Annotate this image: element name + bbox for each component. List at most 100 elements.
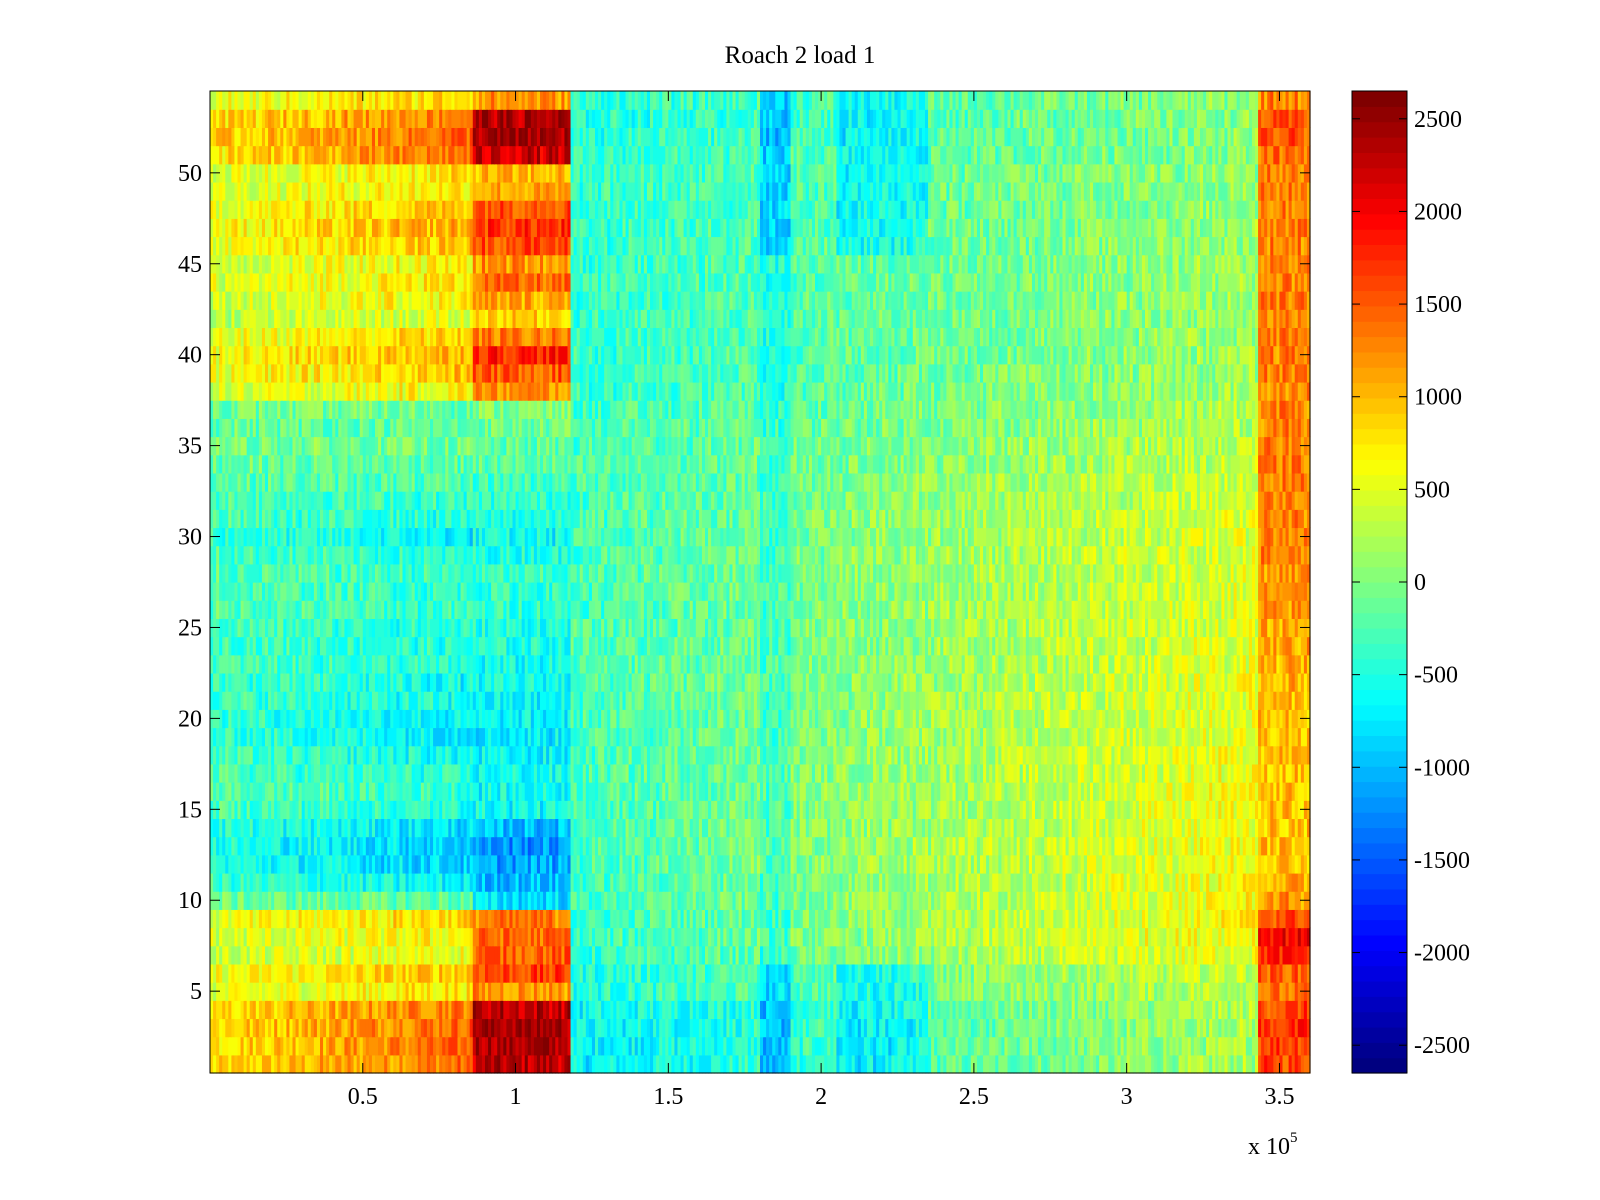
heatmap-cell: [1209, 854, 1213, 874]
heatmap-cell: [558, 1054, 562, 1074]
heatmap-cell: [411, 854, 416, 874]
heatmap-cell: [332, 872, 336, 892]
heatmap-cell: [1264, 854, 1268, 874]
heatmap-cell: [1093, 1000, 1097, 1020]
heatmap-cell: [234, 982, 239, 1001]
heatmap-cell: [695, 891, 700, 910]
heatmap-cell: [1172, 891, 1177, 910]
heatmap-cell: [558, 909, 562, 929]
heatmap-cell: [1221, 945, 1226, 965]
heatmap-cell: [805, 854, 810, 874]
heatmap-cell: [763, 982, 767, 1001]
heatmap-cell: [714, 909, 718, 929]
heatmap-cell: [555, 1036, 559, 1056]
heatmap-cell: [518, 963, 523, 983]
heatmap-cell: [830, 909, 834, 929]
heatmap-cell: [726, 909, 731, 929]
heatmap-cell: [787, 1036, 792, 1056]
heatmap-cell: [491, 872, 495, 892]
heatmap-cell: [906, 891, 911, 910]
heatmap-cell: [610, 945, 614, 965]
heatmap-cell: [1261, 982, 1265, 1001]
heatmap-cell: [219, 927, 223, 947]
heatmap-cell: [772, 945, 776, 965]
heatmap-cell: [448, 927, 452, 947]
heatmap-cell: [1117, 854, 1122, 874]
heatmap-cell: [799, 982, 804, 1001]
heatmap-cell: [1071, 1000, 1076, 1020]
heatmap-cell: [1068, 945, 1073, 965]
heatmap-cell: [359, 836, 364, 856]
heatmap-cell: [234, 1054, 239, 1074]
heatmap-cell: [1123, 1054, 1128, 1074]
heatmap-cell: [995, 891, 999, 910]
heatmap-cell: [411, 963, 416, 983]
heatmap-cell: [622, 836, 627, 856]
heatmap-cell: [821, 945, 825, 965]
heatmap-cell: [255, 1054, 260, 1074]
heatmap-cell: [1093, 1036, 1097, 1056]
heatmap-cell: [1141, 854, 1146, 874]
heatmap-cell: [353, 1054, 358, 1074]
heatmap-cell: [292, 945, 297, 965]
heatmap-cell: [271, 891, 275, 910]
heatmap-cell: [405, 1018, 410, 1038]
heatmap-cell: [277, 927, 281, 947]
heatmap-cell: [329, 982, 333, 1001]
heatmap-cell: [689, 836, 694, 856]
heatmap-cell: [1206, 891, 1210, 910]
heatmap-cell: [640, 1036, 645, 1056]
heatmap-cell: [469, 1000, 474, 1020]
heatmap-cell: [524, 1000, 529, 1020]
heatmap-cell: [347, 909, 352, 929]
heatmap-cell: [870, 982, 874, 1001]
heatmap-cell: [1258, 945, 1262, 965]
heatmap-cell: [863, 891, 868, 910]
heatmap-cell: [628, 982, 633, 1001]
heatmap-cell: [686, 854, 691, 874]
heatmap-cell: [588, 1018, 593, 1038]
heatmap-cell: [925, 1018, 929, 1038]
heatmap-cell: [964, 927, 969, 947]
heatmap-cell: [1062, 982, 1067, 1001]
heatmap-cell: [866, 1054, 871, 1074]
heatmap-cell: [815, 1054, 819, 1074]
heatmap-cell: [417, 891, 422, 910]
heatmap-cell: [610, 927, 614, 947]
heatmap-cell: [1123, 891, 1128, 910]
heatmap-cell: [628, 909, 633, 929]
heatmap-cell: [304, 927, 309, 947]
heatmap-cell: [1221, 1036, 1226, 1056]
heatmap-cell: [414, 891, 419, 910]
heatmap-cell: [338, 927, 342, 947]
heatmap-cell: [552, 963, 556, 983]
heatmap-cell: [417, 1054, 422, 1074]
heatmap-cell: [219, 1054, 223, 1074]
heatmap-cell: [995, 1054, 999, 1074]
heatmap-cell: [375, 836, 379, 856]
heatmap-cell: [604, 891, 608, 910]
heatmap-cell: [1306, 1054, 1311, 1074]
heatmap-cell: [1163, 909, 1167, 929]
heatmap-cell: [601, 927, 605, 947]
heatmap-cell: [888, 927, 892, 947]
heatmap-cell: [720, 909, 724, 929]
heatmap-cell: [365, 927, 370, 947]
heatmap-cell: [359, 927, 364, 947]
heatmap-cell: [365, 1054, 370, 1074]
heatmap-cell: [653, 1036, 657, 1056]
heatmap-cell: [1270, 1018, 1274, 1038]
heatmap-cell: [1270, 854, 1274, 874]
heatmap-cell: [567, 982, 572, 1001]
heatmap-cell: [258, 1000, 263, 1020]
heatmap-cell: [1077, 1018, 1082, 1038]
heatmap-cell: [934, 927, 938, 947]
heatmap-cell: [552, 982, 556, 1001]
heatmap-cell: [1132, 963, 1137, 983]
heatmap-cell: [488, 945, 492, 965]
heatmap-cell: [478, 963, 483, 983]
heatmap-cell: [283, 872, 287, 892]
heatmap-cell: [827, 982, 831, 1001]
heatmap-cell: [866, 854, 871, 874]
heatmap-cell: [378, 891, 382, 910]
